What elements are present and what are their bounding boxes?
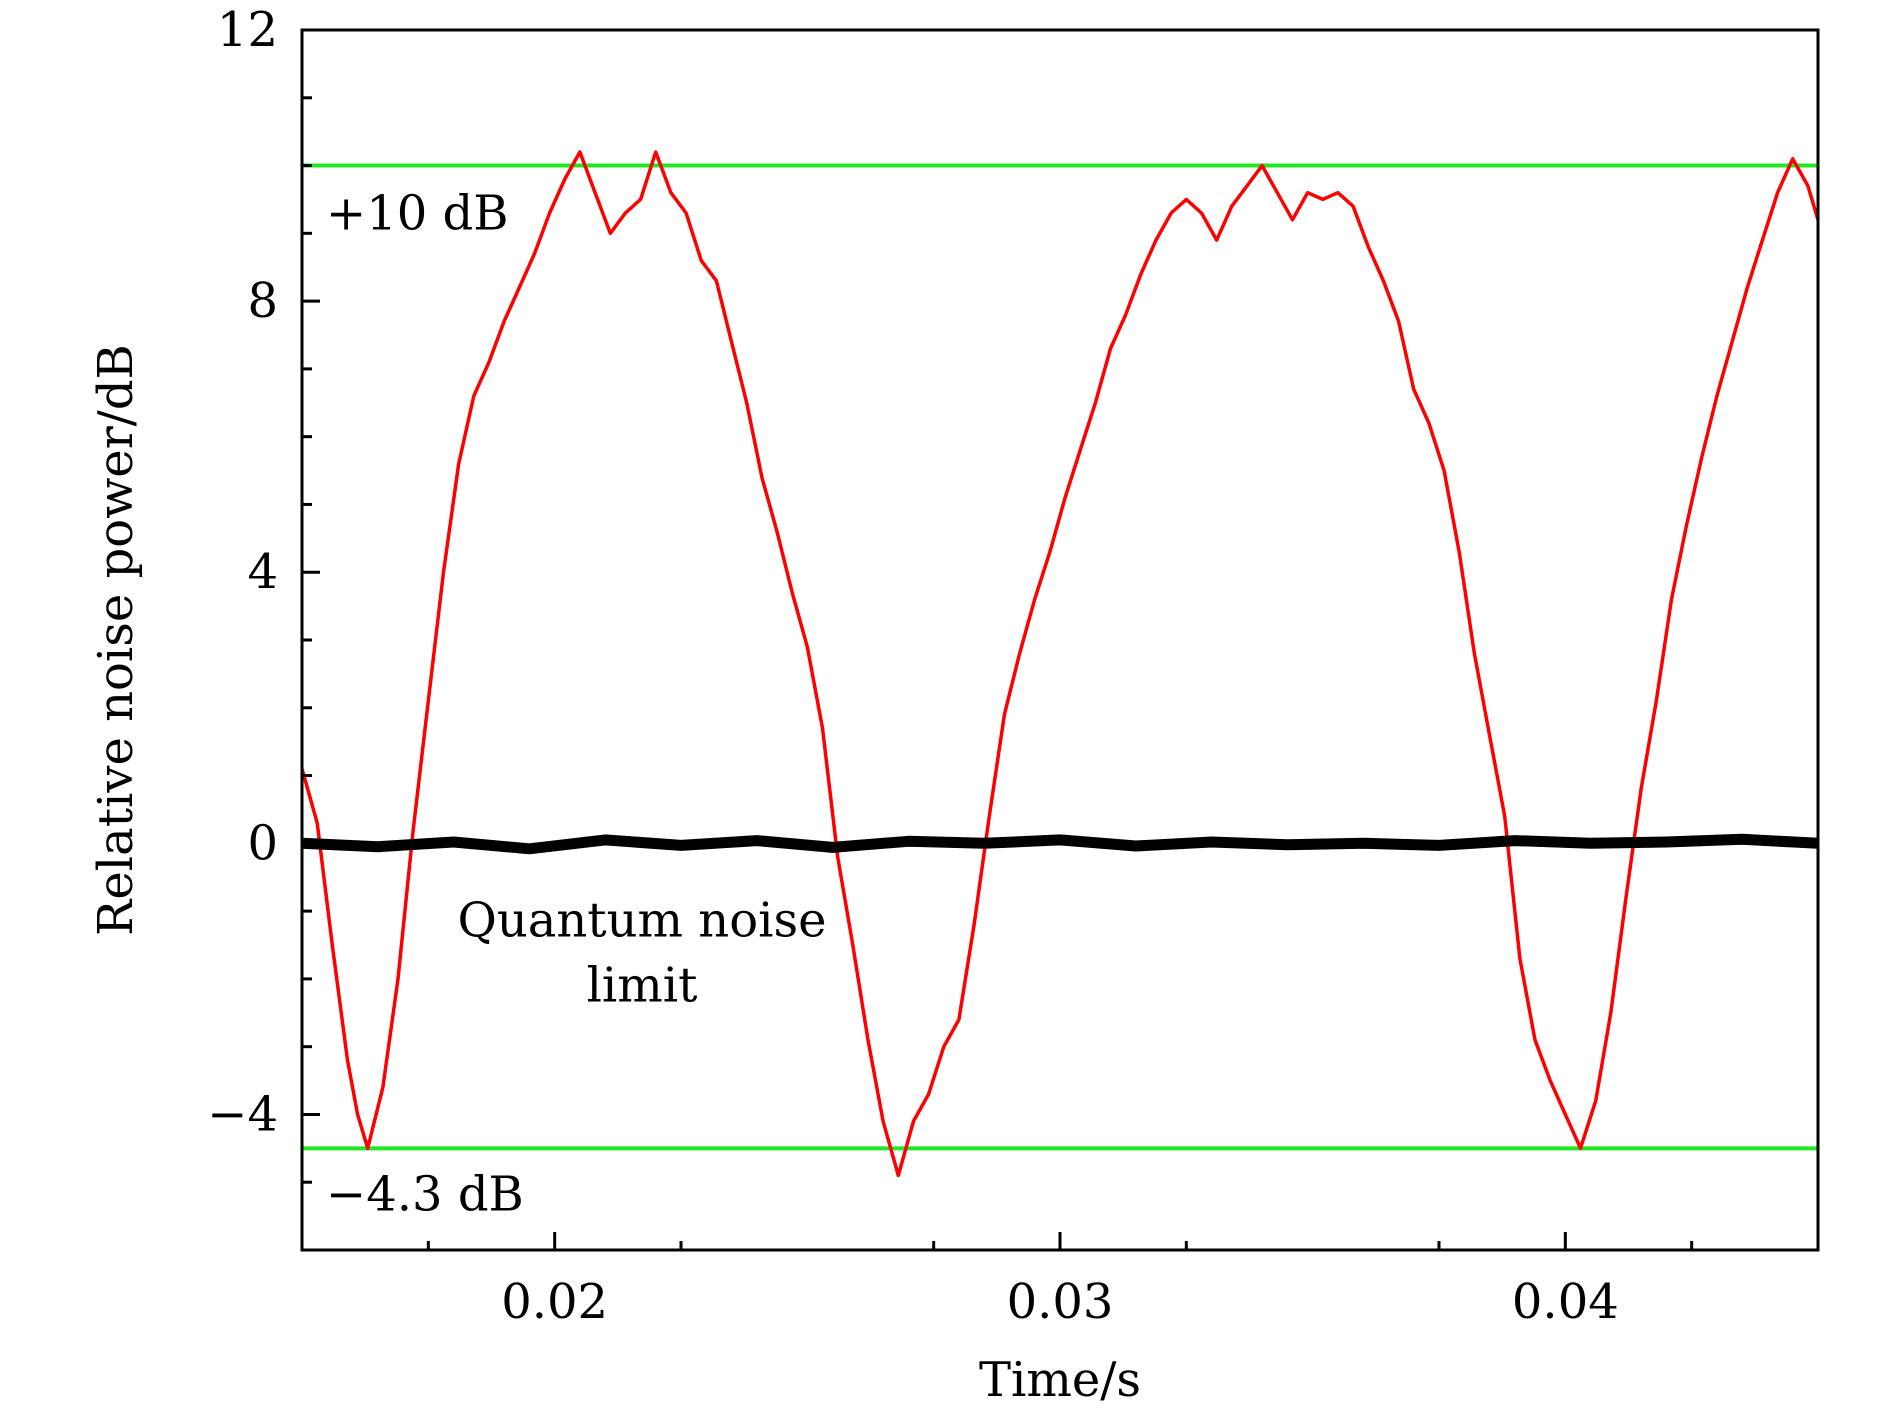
axis-ticks: 0.02 0.03 0.04 −4 0 4 8 12 [207,2,1694,1330]
upper-reference-label: +10 dB [326,186,509,242]
plot-frame [300,28,1820,1252]
series-line-quantum-noise-limit [301,833,1819,855]
y-tick-label: 8 [247,273,278,329]
x-tick-label: 0.04 [1512,1274,1619,1330]
series-line-noise [300,150,1820,1178]
quantum-noise-label-line1: Quantum noise [458,892,827,948]
x-axis-title: Time/s [979,1352,1141,1408]
lower-reference-label: −4.3 dB [326,1166,524,1222]
y-tick-label: −4 [207,1086,278,1142]
y-tick-label: 12 [217,2,278,58]
x-tick-label: 0.03 [1007,1274,1114,1330]
y-tick-label: 0 [247,815,278,871]
series-layer [300,150,1820,1178]
y-axis-title: Relative noise power/dB [88,344,144,936]
x-tick-label: 0.02 [501,1274,608,1330]
reference-lines [302,163,1818,1151]
y-tick-label: 4 [247,544,278,600]
quantum-noise-label-line2: limit [587,957,698,1013]
